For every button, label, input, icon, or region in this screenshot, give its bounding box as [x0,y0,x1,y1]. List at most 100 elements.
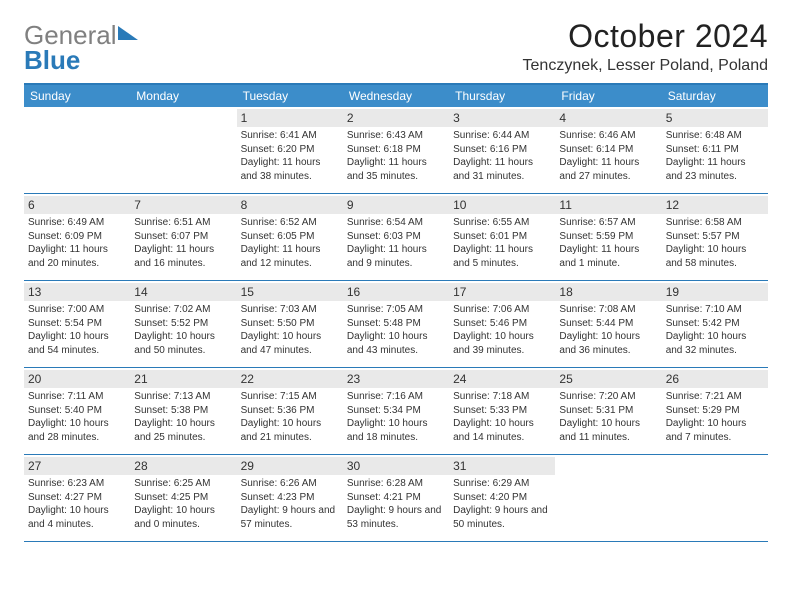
header: General Blue October 2024 Tenczynek, Les… [24,18,768,75]
day-header: Thursday [449,85,555,107]
day-details: Sunrise: 6:23 AMSunset: 4:27 PMDaylight:… [28,477,126,531]
location-text: Tenczynek, Lesser Poland, Poland [523,57,768,75]
day-details: Sunrise: 6:54 AMSunset: 6:03 PMDaylight:… [347,216,445,270]
logo-text-block: General Blue [24,24,138,74]
day-details: Sunrise: 6:41 AMSunset: 6:20 PMDaylight:… [241,129,339,183]
day-number: 2 [343,109,449,127]
day-number: 5 [662,109,768,127]
day-header: Monday [130,85,236,107]
week-row: 27 Sunrise: 6:23 AMSunset: 4:27 PMDayligh… [24,455,768,542]
day-cell: 24 Sunrise: 7:18 AMSunset: 5:33 PMDayligh… [449,368,555,454]
day-cell: . [130,107,236,193]
day-cell: 18Sunrise: 7:08 AMSunset: 5:44 PMDayligh… [555,281,661,367]
day-details: Sunrise: 6:43 AMSunset: 6:18 PMDaylight:… [347,129,445,183]
day-details: Sunrise: 7:00 AMSunset: 5:54 PMDaylight:… [28,303,126,357]
day-details: Sunrise: 7:13 AMSunset: 5:38 PMDaylight:… [134,390,232,444]
day-number: 24 [449,370,555,388]
day-cell: 11 Sunrise: 6:57 AMSunset: 5:59 PMDayligh… [555,194,661,280]
day-cell: 28Sunrise: 6:25 AMSunset: 4:25 PMDayligh… [130,455,236,541]
day-header: Wednesday [343,85,449,107]
day-cell: 6 Sunrise: 6:49 AMSunset: 6:09 PMDaylight… [24,194,130,280]
day-number: 21 [130,370,236,388]
day-number: 3 [449,109,555,127]
day-number: 8 [237,196,343,214]
day-details: Sunrise: 6:46 AMSunset: 6:14 PMDaylight:… [559,129,657,183]
day-number: 15 [237,283,343,301]
day-cell: 22 Sunrise: 7:15 AMSunset: 5:36 PMDayligh… [237,368,343,454]
day-number: 23 [343,370,449,388]
day-number: 11 [555,196,661,214]
day-details: Sunrise: 6:58 AMSunset: 5:57 PMDaylight:… [666,216,764,270]
day-number: 20 [24,370,130,388]
day-header: Tuesday [237,85,343,107]
day-details: Sunrise: 7:15 AMSunset: 5:36 PMDaylight:… [241,390,339,444]
day-cell: . [24,107,130,193]
title-block: October 2024 Tenczynek, Lesser Poland, P… [523,18,768,75]
day-number: 30 [343,457,449,475]
day-number: 28 [130,457,236,475]
day-cell: 19Sunrise: 7:10 AMSunset: 5:42 PMDayligh… [662,281,768,367]
day-details: Sunrise: 7:18 AMSunset: 5:33 PMDaylight:… [453,390,551,444]
day-cell: 17 Sunrise: 7:06 AMSunset: 5:46 PMDayligh… [449,281,555,367]
day-header: Sunday [24,85,130,107]
logo-triangle-icon [118,26,138,40]
day-cell: 10 Sunrise: 6:55 AMSunset: 6:01 PMDayligh… [449,194,555,280]
day-details: Sunrise: 6:57 AMSunset: 5:59 PMDaylight:… [559,216,657,270]
day-details: Sunrise: 7:20 AMSunset: 5:31 PMDaylight:… [559,390,657,444]
day-details: Sunrise: 7:06 AMSunset: 5:46 PMDaylight:… [453,303,551,357]
day-cell: . [555,455,661,541]
day-cell: 25 Sunrise: 7:20 AMSunset: 5:31 PMDayligh… [555,368,661,454]
day-cell: 7Sunrise: 6:51 AMSunset: 6:07 PMDaylight… [130,194,236,280]
day-details: Sunrise: 6:55 AMSunset: 6:01 PMDaylight:… [453,216,551,270]
day-number: 29 [237,457,343,475]
day-number: 1 [237,109,343,127]
day-details: Sunrise: 6:44 AMSunset: 6:16 PMDaylight:… [453,129,551,183]
day-cell: 15 Sunrise: 7:03 AMSunset: 5:50 PMDayligh… [237,281,343,367]
day-number: 10 [449,196,555,214]
day-number: 31 [449,457,555,475]
day-cell: 3 Sunrise: 6:44 AMSunset: 6:16 PMDaylight… [449,107,555,193]
day-number: 18 [555,283,661,301]
day-cell: 14 Sunrise: 7:02 AMSunset: 5:52 PMDayligh… [130,281,236,367]
logo-word-2: Blue [24,45,80,75]
calendar: SundayMondayTuesdayWednesdayThursdayFrid… [24,83,768,542]
logo: General Blue [24,24,138,74]
day-cell: 20 Sunrise: 7:11 AMSunset: 5:40 PMDayligh… [24,368,130,454]
day-details: Sunrise: 7:05 AMSunset: 5:48 PMDaylight:… [347,303,445,357]
day-details: Sunrise: 6:49 AMSunset: 6:09 PMDaylight:… [28,216,126,270]
day-details: Sunrise: 7:02 AMSunset: 5:52 PMDaylight:… [134,303,232,357]
day-cell: 27 Sunrise: 6:23 AMSunset: 4:27 PMDayligh… [24,455,130,541]
day-number: 6 [24,196,130,214]
day-cell: 31 Sunrise: 6:29 AMSunset: 4:20 PMDayligh… [449,455,555,541]
day-details: Sunrise: 6:48 AMSunset: 6:11 PMDaylight:… [666,129,764,183]
day-header: Friday [555,85,661,107]
day-number: 19 [662,283,768,301]
day-cell: 30 Sunrise: 6:28 AMSunset: 4:21 PMDayligh… [343,455,449,541]
day-cell: 1 Sunrise: 6:41 AMSunset: 6:20 PMDaylight… [237,107,343,193]
day-number: 22 [237,370,343,388]
day-details: Sunrise: 6:29 AMSunset: 4:20 PMDaylight:… [453,477,551,531]
day-cell: 16 Sunrise: 7:05 AMSunset: 5:48 PMDayligh… [343,281,449,367]
day-number: 17 [449,283,555,301]
day-number: 26 [662,370,768,388]
day-cell: 21 Sunrise: 7:13 AMSunset: 5:38 PMDayligh… [130,368,236,454]
day-cell: . [662,455,768,541]
week-row: 20 Sunrise: 7:11 AMSunset: 5:40 PMDayligh… [24,368,768,455]
day-cell: 29Sunrise: 6:26 AMSunset: 4:23 PMDayligh… [237,455,343,541]
day-number: 14 [130,283,236,301]
day-number: 16 [343,283,449,301]
day-details: Sunrise: 7:21 AMSunset: 5:29 PMDaylight:… [666,390,764,444]
day-cell: 23Sunrise: 7:16 AMSunset: 5:34 PMDayligh… [343,368,449,454]
week-row: 6 Sunrise: 6:49 AMSunset: 6:09 PMDaylight… [24,194,768,281]
day-cell: 26 Sunrise: 7:21 AMSunset: 5:29 PMDayligh… [662,368,768,454]
day-number: 25 [555,370,661,388]
day-details: Sunrise: 7:03 AMSunset: 5:50 PMDaylight:… [241,303,339,357]
day-number: 27 [24,457,130,475]
day-number: 7 [130,196,236,214]
day-cell: 8Sunrise: 6:52 AMSunset: 6:05 PMDaylight… [237,194,343,280]
week-row: ..1Sunrise: 6:41 AMSunset: 6:20 PMDaylig… [24,107,768,194]
day-details: Sunrise: 7:11 AMSunset: 5:40 PMDaylight:… [28,390,126,444]
day-cell: 5 Sunrise: 6:48 AMSunset: 6:11 PMDaylight… [662,107,768,193]
day-number: 13 [24,283,130,301]
day-details: Sunrise: 6:28 AMSunset: 4:21 PMDaylight:… [347,477,445,531]
